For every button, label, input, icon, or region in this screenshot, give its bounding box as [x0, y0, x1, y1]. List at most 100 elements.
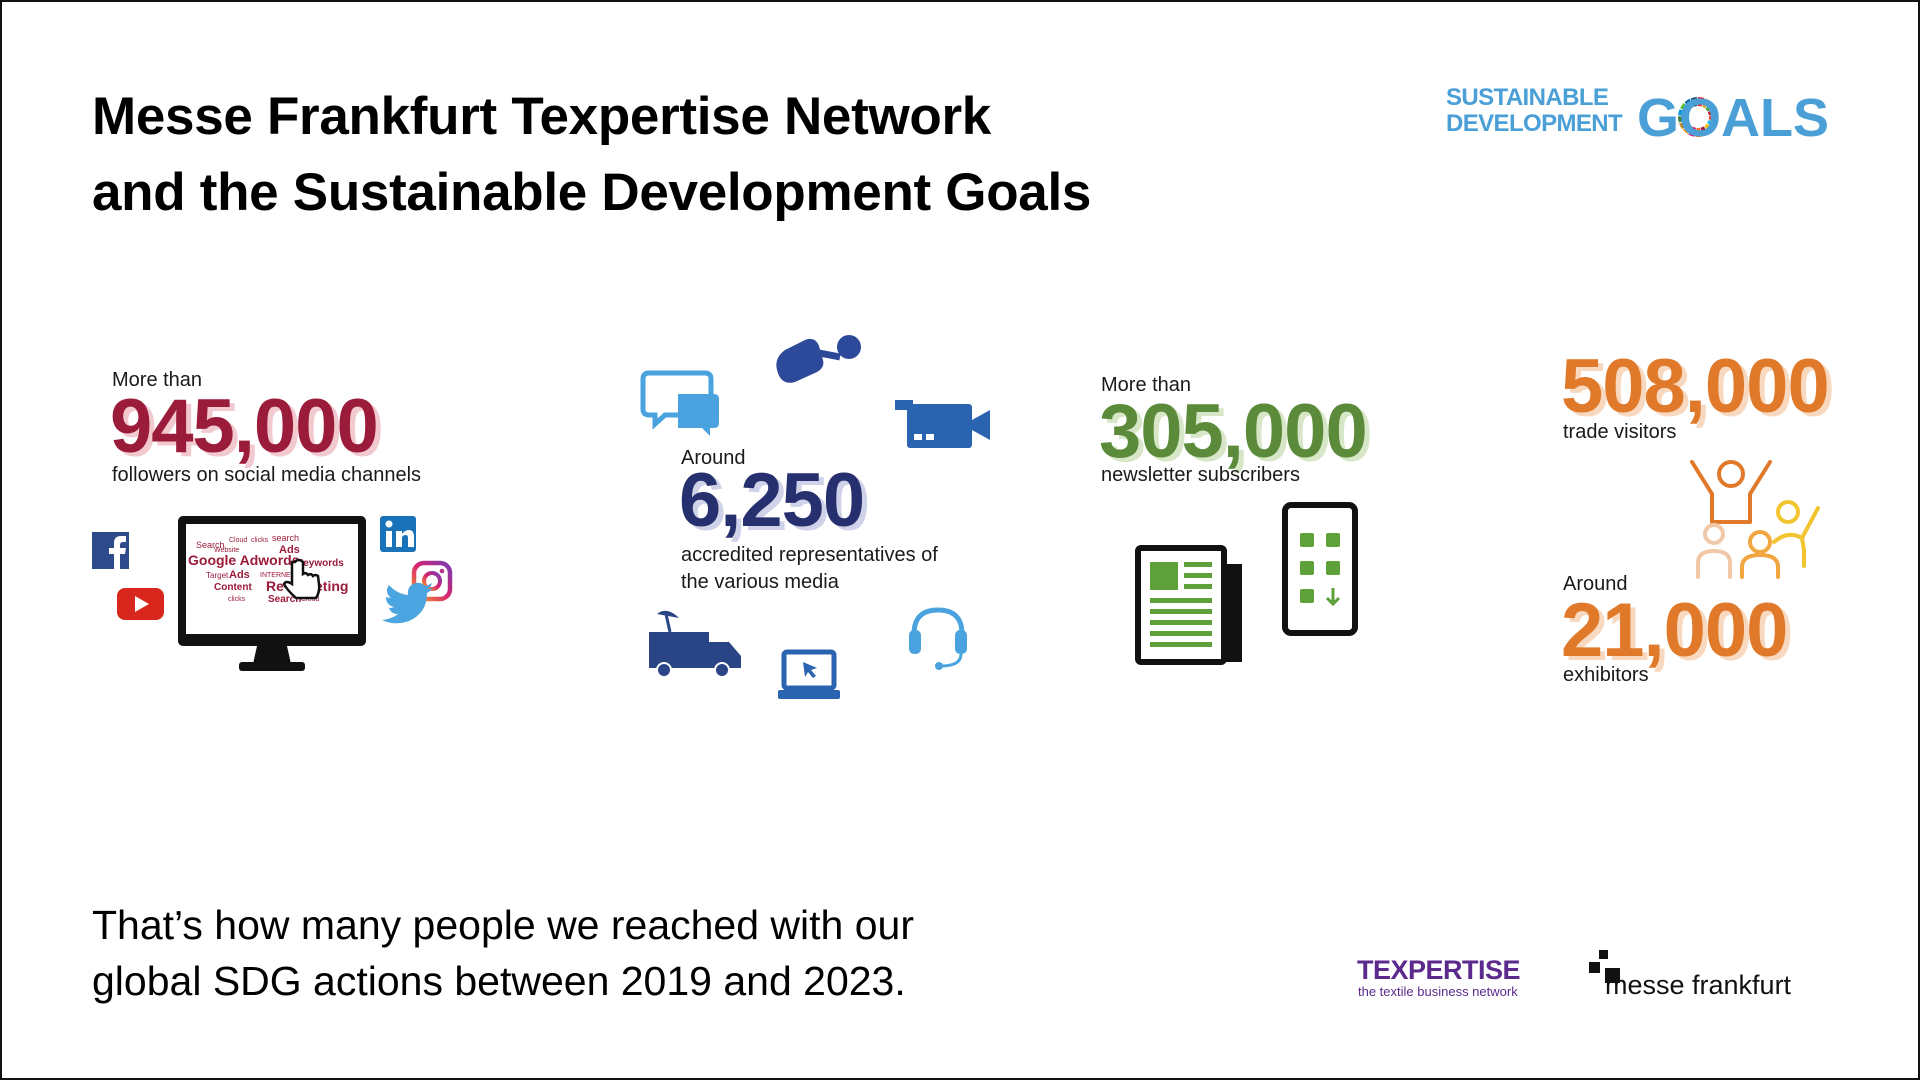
sdg-wheel-segment [1682, 124, 1693, 134]
camera-icon [972, 410, 990, 440]
stat-intro: Around [1563, 573, 1628, 595]
word-cloud-word: search [272, 533, 299, 543]
sdg-wheel-segment [1688, 126, 1696, 137]
sdg-logo-word: GOALS [1637, 88, 1830, 148]
word-cloud-word: Cloud [301, 596, 319, 603]
hand-mic-icon [837, 335, 861, 359]
word-cloud-word: clicks [228, 596, 246, 603]
sdg-wheel-segment [1702, 98, 1711, 109]
messe-logo [1589, 950, 1620, 983]
sdg-wheel [1677, 97, 1718, 138]
sdg-wheel-segment [1677, 116, 1688, 123]
instagram-glyph [422, 571, 442, 591]
word-cloud-word: Website [214, 547, 239, 554]
newspaper-photo [1150, 562, 1178, 590]
van-icon [656, 662, 672, 678]
linkedin-glyph [396, 530, 414, 547]
sdg-logo-line: DEVELOPMENT [1446, 110, 1623, 137]
stat-number: 6,250 [679, 458, 865, 543]
word-cloud-word: Keywords [296, 558, 344, 569]
footer-line: global SDG actions between 2019 and 2023… [92, 958, 906, 1004]
van-dish [664, 613, 672, 633]
stat-caption: trade visitors [1563, 421, 1677, 443]
stat-caption: accredited representatives of [681, 544, 938, 566]
word-cloud-word: Cloud [229, 537, 247, 544]
tablet [1282, 502, 1358, 636]
headset-icon [940, 653, 963, 668]
word-cloud-word: Search [268, 594, 301, 605]
stat-caption: newsletter subscribers [1101, 464, 1300, 486]
word-cloud-word: Content [214, 582, 252, 593]
monitor-screen [186, 524, 358, 634]
instagram-glyph [439, 568, 445, 574]
cursor-hand [282, 558, 321, 600]
chat-icon [640, 370, 714, 430]
word-cloud-word: INTERNET [260, 572, 296, 579]
newspaper-lines [1150, 562, 1212, 647]
van-dish [657, 610, 679, 618]
hand-mic-icon [813, 348, 841, 361]
stat-intro: Around [681, 447, 746, 469]
stat-caption: exhibitors [1563, 664, 1649, 686]
sdg-wheel-segment [1680, 103, 1691, 113]
stat-intro: More than [1101, 374, 1192, 396]
footer-line: That’s how many people we reached with o… [92, 902, 914, 948]
youtube-glyph [135, 596, 149, 612]
stat-intro: More than [112, 369, 203, 391]
title-line: and the Sustainable Development Goals [92, 163, 1092, 222]
chat-icon [678, 394, 719, 436]
instagram-icon [411, 560, 453, 602]
sdg-wheel-segment [1690, 97, 1698, 107]
hand-mic-icon [776, 338, 824, 383]
texpertise-tagline: the textile business network [1358, 984, 1518, 999]
word-cloud-word: Ads [279, 544, 300, 556]
headset-icon [955, 630, 967, 654]
word-cloud-word: Google Adwords [188, 552, 300, 568]
camera-icon [926, 434, 934, 440]
word-cloud-word: Ads [229, 569, 250, 581]
sdg-wheel-segment [1684, 98, 1694, 109]
laptop-cursor [803, 662, 817, 678]
van-icon [649, 632, 709, 668]
sdg-wheel-segment [1705, 102, 1716, 112]
camera-icon [895, 400, 913, 410]
sdg-wheel-segment [1708, 115, 1718, 122]
texpertise-logo: TEXPERTISE [1357, 955, 1521, 985]
stat-number: 945,000 [110, 384, 379, 469]
linkedin-glyph [385, 520, 393, 528]
messe-frankfurt-logo: messe frankfurt [1605, 970, 1792, 1000]
title-line: Messe Frankfurt Texpertise Network [92, 87, 991, 146]
headset-icon [911, 607, 965, 642]
headset-icon [935, 662, 943, 670]
facebook-glyph [109, 536, 126, 569]
sdg-wheel-segment [1695, 127, 1702, 138]
van-icon [714, 662, 730, 678]
tablet-apps [1300, 533, 1340, 603]
people-icon [1690, 460, 1820, 579]
sdg-wheel-segment [1700, 126, 1709, 137]
stat-caption: the various media [681, 571, 839, 593]
van-icon [709, 642, 741, 668]
laptop-icon [778, 690, 840, 699]
camera-icon [914, 434, 922, 440]
sdg-wheel-segment [1678, 109, 1688, 116]
word-cloud-word: Search [196, 540, 225, 550]
sdg-wheel-segment [1698, 97, 1705, 107]
sdg-wheel-segment [1707, 120, 1718, 129]
stat-caption: followers on social media channels [112, 464, 422, 486]
monitor-neck [253, 646, 291, 664]
sdg-logo-line: SUSTAINABLE [1446, 84, 1609, 111]
camera-icon [907, 404, 972, 448]
linkedin-glyph [386, 531, 392, 547]
tablet-download [1325, 588, 1341, 607]
word-cloud-word: Target [206, 571, 229, 580]
monitor-base [239, 662, 305, 671]
word-cloud-word: clicks [251, 537, 269, 544]
laptop-icon [781, 649, 837, 691]
stat-number: 21,000 [1561, 588, 1788, 673]
stat-number: 508,000 [1561, 344, 1830, 429]
sdg-wheel-segment [1707, 108, 1718, 116]
headset-icon [909, 630, 921, 654]
